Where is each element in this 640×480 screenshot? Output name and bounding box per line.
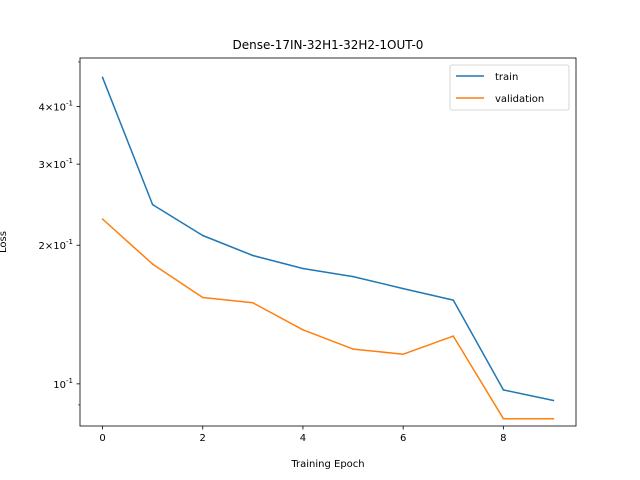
data-point-train-9	[552, 399, 555, 402]
x-tick-label-2: 2	[200, 433, 206, 444]
x-tick-label-6: 6	[400, 433, 406, 444]
plot-frame	[79, 57, 577, 427]
data-point-validation-1	[151, 263, 154, 265]
data-point-validation-6	[402, 353, 404, 355]
y-tick-label-0: 10-1	[53, 377, 73, 391]
chart-title: Dense-17IN-32H1-32H2-1OUT-0	[233, 38, 424, 52]
data-point-train-1	[151, 203, 154, 206]
plot-lines	[101, 76, 555, 420]
data-point-validation-2	[201, 296, 204, 299]
data-point-train-5	[352, 275, 354, 278]
data-point-train-2	[201, 234, 204, 237]
x-tick-label-4: 4	[300, 433, 306, 444]
axes-ticks: 0 2 4 6 8 10-1 2×10-1 3×10-1 4×10-1	[39, 61, 507, 444]
series-line-validation	[101, 218, 554, 420]
x-axis-label: Training Epoch	[290, 459, 364, 470]
data-point-validation-5	[352, 348, 354, 350]
y-tick-label-1: 2×10-1	[39, 238, 73, 252]
data-point-validation-8	[502, 417, 505, 420]
data-point-train-7	[452, 299, 455, 301]
data-point-train-4	[302, 267, 304, 270]
data-point-train-0	[101, 76, 104, 79]
series-line-train	[101, 77, 554, 402]
y-axis-label: Loss	[0, 231, 9, 253]
data-point-validation-4	[302, 329, 304, 331]
legend-label-validation: validation	[495, 94, 544, 105]
data-point-train-3	[252, 254, 254, 257]
data-point-validation-9	[552, 417, 555, 420]
y-tick-label-2: 3×10-1	[39, 157, 73, 171]
data-point-train-6	[402, 287, 404, 290]
data-point-validation-7	[452, 335, 455, 337]
y-tick-label-3: 4×10-1	[39, 100, 73, 114]
data-point-validation-0	[101, 218, 104, 220]
data-point-validation-3	[252, 301, 254, 304]
x-tick-label-0: 0	[99, 433, 105, 444]
legend: train validation	[449, 64, 570, 111]
legend-label-train: train	[495, 72, 518, 83]
data-point-train-8	[502, 389, 505, 391]
x-tick-label-8: 8	[500, 433, 506, 444]
